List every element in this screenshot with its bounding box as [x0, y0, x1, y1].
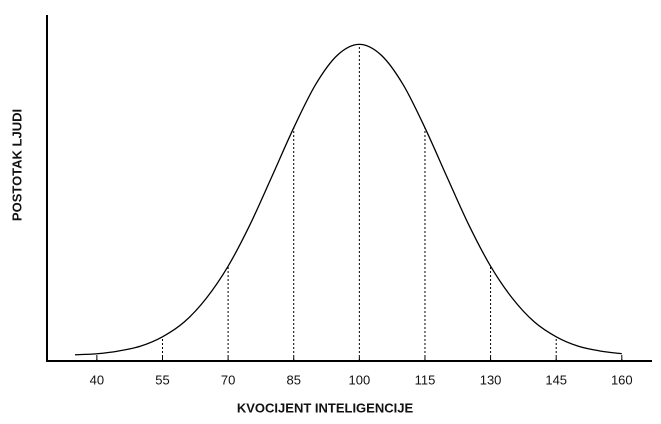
x-tick-label: 145: [545, 372, 567, 387]
x-tick-label: 100: [348, 372, 370, 387]
x-tick-label: 55: [155, 372, 169, 387]
x-tick-label: 160: [611, 372, 633, 387]
x-axis-title: KVOCIJENT INTELIGENCIJE: [237, 400, 414, 415]
x-tick-label: 115: [415, 372, 436, 387]
x-tick-label: 70: [221, 372, 235, 387]
x-tick-label: 40: [90, 372, 104, 387]
x-tick-label: 130: [480, 372, 502, 387]
x-tick-label: 85: [286, 372, 300, 387]
curve: [74, 43, 622, 356]
y-axis-title: POSTOTAK LJUDI: [9, 109, 24, 221]
